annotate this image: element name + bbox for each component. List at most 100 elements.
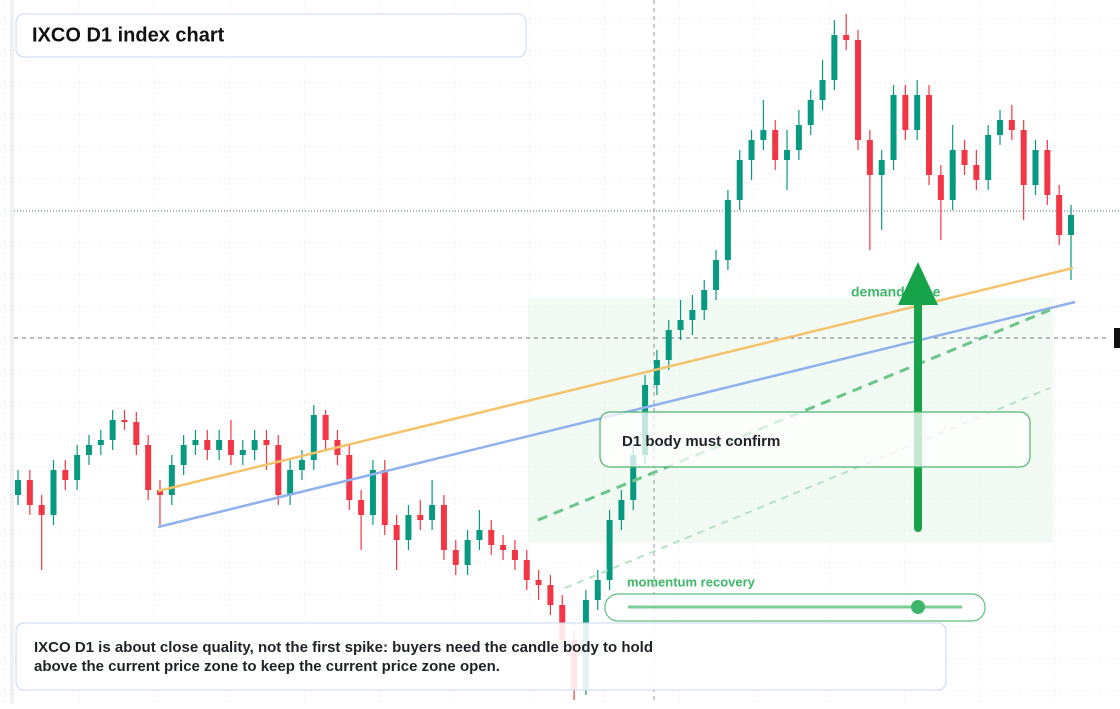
candle-body [1056, 195, 1063, 235]
candle-body [369, 470, 376, 515]
candle-body [405, 515, 412, 540]
candle-body [949, 150, 956, 200]
candle-body [1044, 150, 1051, 195]
candle-body [819, 80, 826, 100]
candle-body [547, 585, 554, 605]
candle-body [843, 35, 850, 40]
candle-body [452, 550, 459, 565]
note-box [15, 622, 947, 691]
candle-body [381, 470, 388, 525]
candle-body [961, 150, 968, 165]
candle-body [192, 440, 199, 445]
candle-body [310, 415, 317, 460]
candle-body [937, 175, 944, 200]
candle-body [689, 310, 696, 320]
candle-body [393, 525, 400, 540]
candle-body [973, 165, 980, 180]
candle-body [298, 460, 305, 470]
candle-body [606, 520, 613, 580]
candle-body [145, 445, 152, 490]
candle-body [417, 515, 424, 520]
candle-body [358, 500, 365, 515]
candle-body [322, 415, 329, 440]
note-line: IXCO D1 is about close quality, not the … [34, 639, 653, 656]
left-edge [10, 0, 14, 704]
candle-body [594, 580, 601, 600]
candle-body [902, 95, 909, 130]
dashed-projection-light [564, 387, 1051, 589]
candle-body [429, 505, 436, 520]
confirm-text: D1 body must confirm [622, 433, 780, 450]
candle-body [511, 550, 518, 560]
candle-body [618, 500, 625, 520]
candle-body [97, 440, 104, 445]
note-line: above the current price zone to keep the… [34, 658, 500, 675]
candle-body [985, 135, 992, 180]
confirm-box [599, 411, 1031, 468]
candle-body [665, 330, 672, 360]
candle-body [795, 125, 802, 150]
candle-body [914, 95, 921, 130]
candle-body [653, 360, 660, 385]
candle-body [74, 455, 81, 480]
candle-body [168, 465, 175, 495]
candle-body [1032, 150, 1039, 185]
momentum-label: momentum recovery [627, 574, 756, 589]
candle-body [50, 470, 57, 515]
candle-body [287, 470, 294, 495]
candle-body [239, 450, 246, 455]
candle-body [772, 130, 779, 160]
candle-body [736, 160, 743, 200]
candle-body [216, 440, 223, 450]
title-box [15, 13, 527, 58]
candle-body [878, 160, 885, 175]
candle-body [121, 420, 128, 422]
candle-body [1068, 215, 1074, 235]
candle-body [523, 560, 530, 580]
candle-body [713, 260, 720, 290]
candle-body [724, 200, 731, 260]
candle-body [831, 35, 838, 80]
candle-body [748, 140, 755, 160]
candle-body [866, 140, 873, 175]
candle-body [38, 505, 45, 515]
candles [15, 14, 1074, 700]
candle-body [701, 290, 708, 310]
chart-title: IXCO D1 index chart [32, 24, 225, 46]
edge-marker [1114, 328, 1120, 348]
candle-body [346, 455, 353, 500]
candle-body [133, 422, 140, 445]
candle-body [630, 455, 637, 500]
momentum-knob [911, 600, 925, 614]
candle-body [204, 440, 211, 450]
candle-body [1020, 130, 1027, 185]
candle-body [855, 40, 862, 140]
candle-body [109, 420, 116, 440]
candle-body [227, 440, 234, 455]
candle-body [535, 580, 542, 585]
candle-body [807, 100, 814, 125]
candle-body [85, 445, 92, 455]
candle-body [760, 130, 767, 140]
candle-body [156, 490, 163, 495]
candle-body [15, 480, 21, 495]
candle-body [263, 440, 270, 445]
candle-body [440, 505, 447, 550]
candle-body [275, 445, 282, 495]
candle-body [997, 120, 1004, 135]
candle-body [488, 530, 495, 545]
candle-body [890, 95, 897, 160]
candle-body [251, 440, 258, 450]
candle-body [62, 470, 69, 480]
candle-body [677, 320, 684, 330]
candle-body [26, 480, 33, 505]
candle-body [784, 150, 791, 160]
candle-body [180, 445, 187, 465]
candle-body [476, 530, 483, 540]
candle-body [926, 95, 933, 175]
candle-body [1008, 120, 1015, 130]
arrow-head [898, 262, 938, 305]
candle-body [500, 545, 507, 550]
